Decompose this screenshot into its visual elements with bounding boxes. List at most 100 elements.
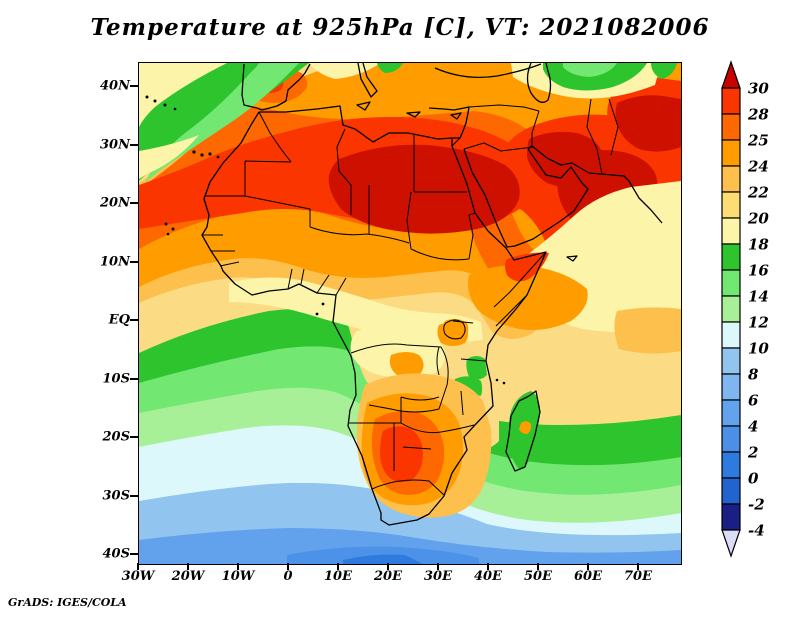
- colorbar-segment-15: [721, 477, 741, 505]
- colorbar-segment-0: [721, 87, 741, 115]
- field-region-iran-dark-red: [615, 95, 681, 152]
- colorbar-label-18: 18: [748, 236, 769, 254]
- colorbar-label-8: 8: [748, 366, 759, 384]
- colorbar-label-30: 30: [748, 80, 769, 98]
- colorbar-segment-11: [721, 373, 741, 401]
- lon-tick-0: [287, 563, 289, 570]
- lat-tick-EQ: [130, 319, 138, 321]
- lat-label-30S: 30S: [102, 488, 130, 504]
- field-region-eastafrica-orange: [468, 265, 588, 330]
- country-border-19: [371, 479, 445, 496]
- lon-label-20E: 20E: [374, 569, 402, 584]
- lat-tick-30N: [130, 144, 138, 146]
- island-dot-9: [171, 227, 175, 231]
- island-dot-13: [495, 378, 499, 382]
- country-border-35: [400, 396, 440, 401]
- coastline-8: [357, 63, 378, 98]
- island-dot-4: [192, 150, 196, 154]
- island-dot-5: [200, 153, 204, 157]
- country-border-27: [451, 137, 461, 147]
- colorbar-label-10: 10: [748, 340, 769, 358]
- colorbar-segment-4: [721, 191, 741, 219]
- country-border-6: [336, 128, 352, 215]
- lon-label-40E: 40E: [474, 569, 502, 584]
- colorbar-label--2: -2: [748, 496, 765, 514]
- lon-label-0: 0: [283, 569, 293, 584]
- colorbar-label-0: 0: [748, 470, 759, 488]
- colorbar-segment-1: [721, 113, 741, 141]
- island-dot-6: [208, 152, 212, 156]
- coastline-10: [450, 112, 462, 120]
- colorbar-segment-14: [721, 451, 741, 479]
- lon-label-10W: 10W: [221, 569, 255, 584]
- lon-tick-30E: [437, 563, 439, 570]
- colorbar-segment-7: [721, 269, 741, 297]
- lon-label-20W: 20W: [171, 569, 205, 584]
- country-border-24: [300, 268, 305, 285]
- field-region-natl-cream-corner: [139, 63, 227, 127]
- field-region-indian-amber: [614, 307, 681, 354]
- lon-tick-20W: [187, 563, 189, 570]
- country-border-22: [219, 261, 240, 267]
- colorbar-label--4: -4: [748, 522, 765, 540]
- country-border-25: [316, 274, 330, 294]
- island-dot-12: [315, 312, 319, 316]
- island-dot-2: [163, 103, 167, 107]
- lat-label-20S: 20S: [102, 429, 130, 445]
- island-dot-3: [173, 107, 177, 111]
- colorbar-label-14: 14: [748, 288, 769, 306]
- country-border-28: [463, 142, 534, 152]
- island-dot-10: [166, 232, 170, 236]
- lat-label-40S: 40S: [102, 546, 130, 562]
- country-border-10: [406, 191, 412, 250]
- lat-label-30N: 30N: [100, 137, 130, 153]
- country-border-11: [410, 248, 470, 261]
- country-border-1: [244, 160, 292, 163]
- colorbar-segment-12: [721, 399, 741, 427]
- page-title: Temperature at 925hPa [C], VT: 202108200…: [90, 14, 710, 41]
- lat-tick-10S: [130, 378, 138, 380]
- lon-tick-50E: [537, 563, 539, 570]
- field-region-kenya-green: [466, 356, 487, 380]
- island-dot-0: [145, 95, 149, 99]
- colorbar-label-6: 6: [748, 392, 759, 410]
- field-region-france-cream: [309, 63, 381, 79]
- coastline-6: [526, 63, 552, 103]
- colorbar-bottom-arrow: [721, 529, 741, 558]
- coastline-1: [241, 63, 311, 111]
- lon-tick-40E: [487, 563, 489, 570]
- field-region-southern-red: [380, 426, 423, 483]
- lon-tick-30W: [137, 563, 139, 570]
- lon-label-70E: 70E: [624, 569, 652, 584]
- field-region-south-blue: [139, 528, 681, 564]
- country-border-33: [596, 148, 603, 175]
- field-region-victoria-orange: [442, 318, 469, 341]
- colorbar-segment-13: [721, 425, 741, 453]
- lat-tick-20S: [130, 436, 138, 438]
- colorbar-label-25: 25: [747, 132, 769, 150]
- lat-label-10S: 10S: [102, 371, 130, 387]
- country-border-23: [287, 268, 293, 290]
- lon-label-30W: 30W: [121, 569, 155, 584]
- colorbar-label-12: 12: [748, 314, 769, 332]
- colorbar-label-28: 28: [747, 106, 769, 124]
- lon-tick-20E: [387, 563, 389, 570]
- field-region-natl-light-green: [145, 63, 299, 183]
- country-border-5: [309, 226, 410, 244]
- colorbar-segment-6: [721, 243, 741, 271]
- country-border-37: [460, 390, 464, 416]
- country-border-38: [436, 346, 440, 376]
- field-region-south-deepest-blue: [343, 554, 423, 564]
- country-border-0: [258, 111, 292, 163]
- country-border-13: [493, 251, 547, 308]
- island-dot-14: [502, 381, 506, 385]
- lat-label-20N: 20N: [100, 195, 130, 211]
- coastline-0: [201, 105, 547, 526]
- field-region-natl-cream-streak: [139, 135, 199, 179]
- lat-tick-40N: [130, 85, 138, 87]
- lat-tick-40S: [130, 553, 138, 555]
- lon-label-50E: 50E: [524, 569, 552, 584]
- country-border-15: [350, 343, 449, 413]
